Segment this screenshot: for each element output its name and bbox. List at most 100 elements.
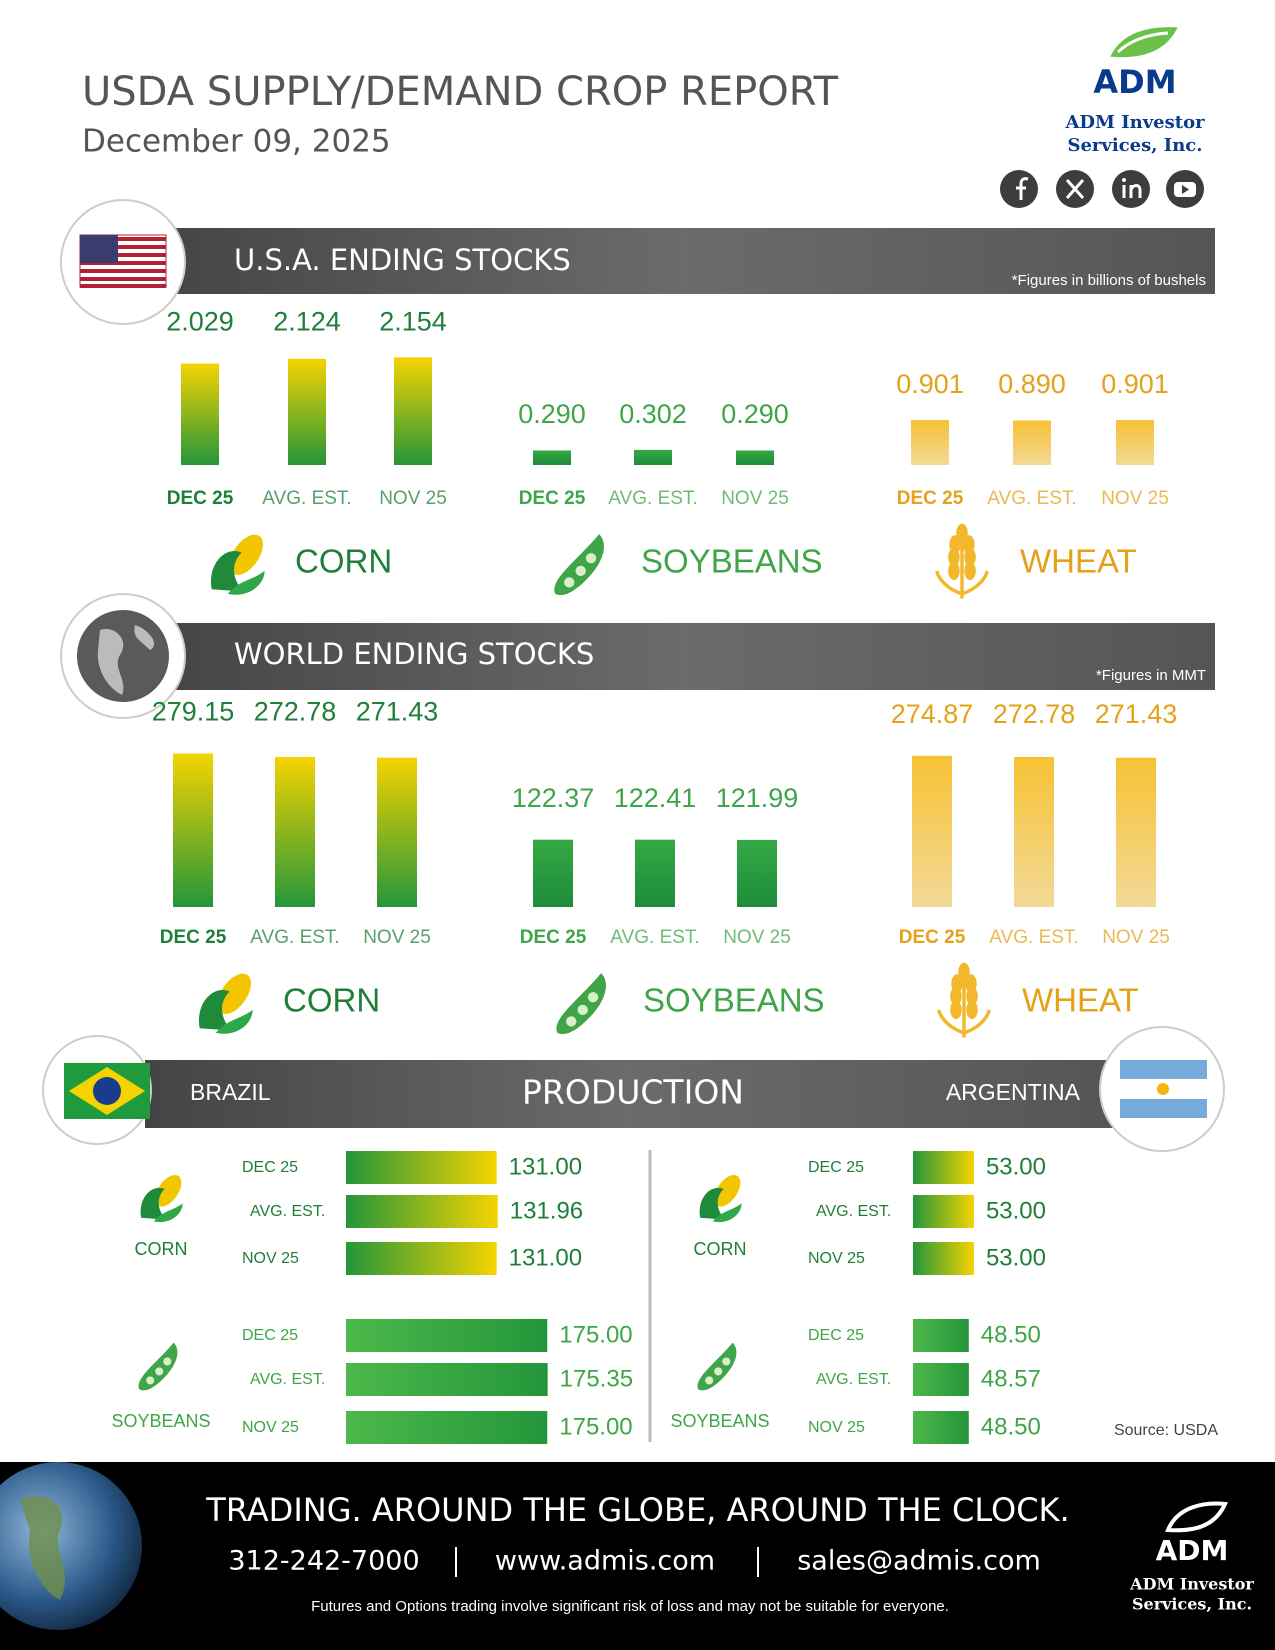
crop-name: WHEAT <box>1022 982 1139 1019</box>
brand-name: ADM <box>1093 63 1176 101</box>
bar <box>346 1242 497 1275</box>
category-label: DEC 25 <box>897 488 964 509</box>
value-label: 131.00 <box>509 1153 582 1180</box>
source: Source: USDA <box>1114 1422 1218 1439</box>
crop-name: CORN <box>694 1239 747 1259</box>
unit-note: *Figures in billions of bushels <box>1012 272 1206 289</box>
banner <box>150 623 1215 690</box>
category-label: AVG. EST. <box>816 1371 891 1388</box>
category-label: NOV 25 <box>379 488 447 509</box>
category-label: NOV 25 <box>242 1419 299 1436</box>
crop-name: SOYBEANS <box>111 1411 210 1431</box>
category-label: DEC 25 <box>520 927 587 948</box>
bar <box>346 1195 498 1228</box>
value-label: 175.00 <box>559 1413 632 1440</box>
crop-icon <box>935 523 989 599</box>
value-label: 272.78 <box>993 699 1076 729</box>
bar <box>1014 756 1054 907</box>
value-label: 131.00 <box>509 1244 582 1271</box>
bar <box>1013 420 1051 465</box>
bar <box>1116 757 1156 907</box>
bar <box>634 449 672 465</box>
value-label: 2.029 <box>166 306 234 336</box>
usa-flag <box>79 234 167 288</box>
bar <box>911 419 949 465</box>
bar <box>913 1411 969 1444</box>
bar <box>913 1242 974 1275</box>
category-label: AVG. EST. <box>262 488 351 509</box>
crop-name: SOYBEANS <box>643 982 825 1019</box>
bar <box>533 450 571 465</box>
section-title: U.S.A. ENDING STOCKS <box>234 243 571 277</box>
bar <box>533 839 573 907</box>
category-label: NOV 25 <box>721 488 789 509</box>
crop-name: CORN <box>135 1239 188 1259</box>
website[interactable]: www.admis.com <box>495 1546 715 1577</box>
crop-icon <box>697 1342 737 1391</box>
bar <box>635 839 675 907</box>
value-label: 274.87 <box>891 699 974 729</box>
value-label: 48.50 <box>981 1321 1041 1348</box>
value-label: 272.78 <box>254 697 337 727</box>
category-label: NOV 25 <box>1101 488 1169 509</box>
bar <box>377 757 417 907</box>
crop-icon <box>554 534 604 596</box>
category-label: AVG. EST. <box>608 488 697 509</box>
banner <box>150 228 1215 294</box>
title: USDA SUPPLY/DEMAND CROP REPORT <box>82 69 839 115</box>
bar <box>275 756 315 907</box>
value-label: 122.41 <box>614 783 697 813</box>
value-label: 122.37 <box>512 783 595 813</box>
category-label: DEC 25 <box>808 1159 864 1176</box>
country-name: BRAZIL <box>190 1079 271 1105</box>
bar <box>913 1319 969 1352</box>
header: USDA SUPPLY/DEMAND CROP REPORT December … <box>82 24 1205 208</box>
crop-name: CORN <box>295 543 392 580</box>
bar <box>736 450 774 465</box>
bar <box>913 1195 974 1228</box>
bar <box>913 1363 969 1396</box>
value-label: 121.99 <box>716 783 799 813</box>
bar <box>173 753 213 907</box>
category-label: DEC 25 <box>899 927 966 948</box>
category-label: AVG. EST. <box>987 488 1076 509</box>
bar <box>288 358 326 465</box>
bar <box>181 363 219 465</box>
crop-icon <box>937 962 991 1038</box>
tagline: TRADING. AROUND THE GLOBE, AROUND THE CL… <box>205 1491 1069 1529</box>
crop-name: SOYBEANS <box>670 1411 769 1431</box>
category-label: DEC 25 <box>519 488 586 509</box>
value-label: 271.43 <box>356 697 439 727</box>
crop-icon <box>138 1342 178 1391</box>
value-label: 0.290 <box>721 399 789 429</box>
banner <box>145 1060 1115 1128</box>
adm-leaf <box>1105 24 1183 61</box>
value-label: 2.124 <box>273 306 341 336</box>
phone[interactable]: 312-242-7000 <box>228 1546 419 1577</box>
brazil-flag <box>64 1063 150 1119</box>
bar <box>346 1151 497 1184</box>
category-label: NOV 25 <box>1102 927 1170 948</box>
value-label: 0.290 <box>518 399 586 429</box>
bar <box>912 755 952 907</box>
bar <box>913 1151 974 1184</box>
value-label: 175.35 <box>560 1365 633 1392</box>
date: December 09, 2025 <box>82 124 391 160</box>
crop-icon <box>556 973 606 1035</box>
argentina-flag <box>1120 1060 1207 1118</box>
crop-name: WHEAT <box>1020 543 1137 580</box>
category-label: NOV 25 <box>808 1250 865 1267</box>
value-label: 0.901 <box>1101 369 1169 399</box>
value-label: 53.00 <box>986 1153 1046 1180</box>
bar <box>346 1411 548 1444</box>
crop-icon <box>140 1174 183 1223</box>
section-title: PRODUCTION <box>522 1073 744 1112</box>
category-label: AVG. EST. <box>610 927 699 948</box>
value-label: 53.00 <box>986 1197 1046 1224</box>
value-label: 271.43 <box>1095 699 1178 729</box>
category-label: DEC 25 <box>242 1327 298 1344</box>
email[interactable]: sales@admis.com <box>797 1546 1041 1577</box>
crop-icon <box>699 1174 742 1223</box>
bar <box>1116 419 1154 465</box>
